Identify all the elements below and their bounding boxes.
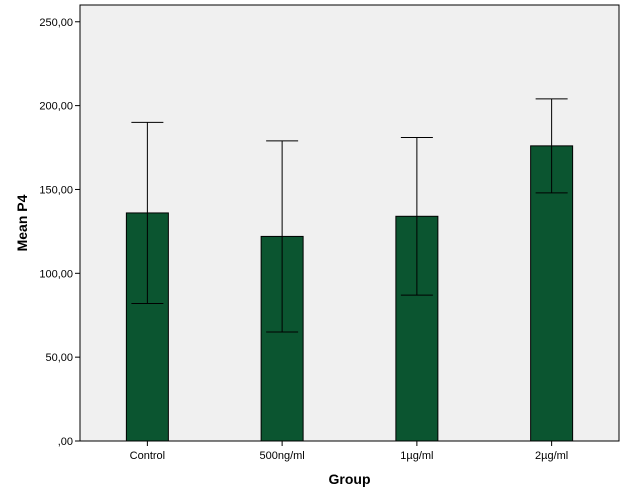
x-tick-label: Control [130,450,165,462]
y-tick-label: 100,00 [39,268,73,280]
bar [530,145,574,442]
y-tick-label: 250,00 [39,17,73,29]
x-tick-label: 500ng/ml [259,450,304,462]
error-bars [131,98,568,333]
y-axis-title: Mean P4 [14,194,30,251]
x-tick-label: 1µg/ml [400,450,433,462]
x-tick-label: 2µg/ml [535,450,568,462]
bar-series [125,145,574,442]
y-tick-label: 200,00 [39,101,73,113]
y-tick-label: 50,00 [45,352,73,364]
bar [260,235,304,442]
y-tick-label: ,00 [58,436,73,448]
plot-area [79,4,620,442]
x-axis-title: Group [329,471,371,487]
y-axis: ,00 50,00 100,00 150,00 200,00 250,00 [39,17,80,448]
y-tick-label: 150,00 [39,184,73,196]
x-axis: Control 500ng/ml 1µg/ml 2µg/ml [130,441,568,462]
